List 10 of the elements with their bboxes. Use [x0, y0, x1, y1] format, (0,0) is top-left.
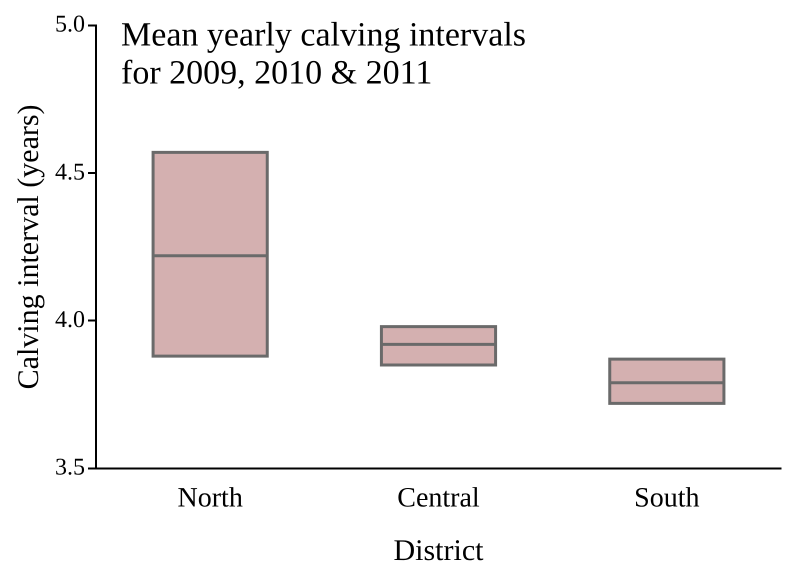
x-axis-title: District [394, 534, 484, 567]
chart-title: Mean yearly calving intervals for 2009, 2010 & 2011 [121, 16, 526, 92]
x-tick-label: Central [397, 482, 480, 514]
y-tick-label: 5.0 [55, 12, 85, 38]
y-tick-label: 4.5 [55, 159, 85, 186]
x-tick-label: South [634, 482, 700, 514]
y-axis-title: Calving interval (years) [12, 104, 45, 390]
y-tick-label: 3.5 [55, 454, 85, 481]
y-tick-label: 4.0 [55, 307, 85, 334]
x-tick-label: North [178, 482, 243, 514]
